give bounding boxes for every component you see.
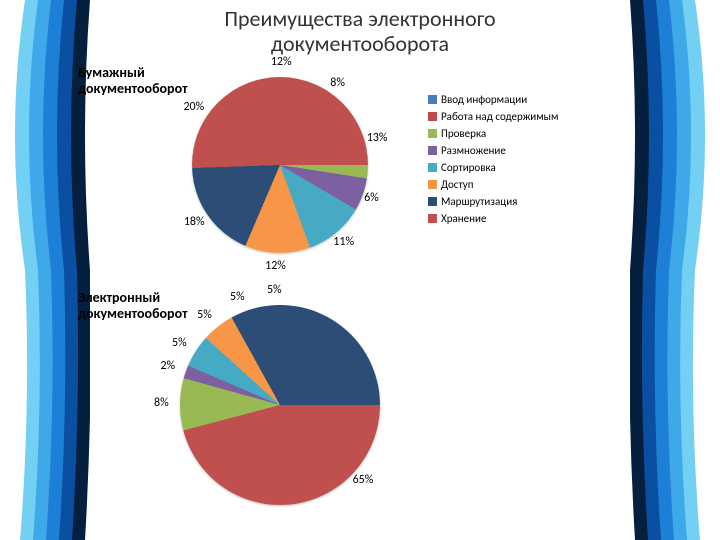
legend-swatch: [428, 112, 437, 121]
legend-item: Маршрутизация: [428, 194, 558, 210]
legend-label: Хранение: [441, 211, 486, 227]
legend-swatch: [428, 146, 437, 155]
page-title: Преимущества электронного документооборо…: [140, 6, 580, 57]
legend-item: Ввод информации: [428, 92, 558, 108]
slice-label: 5%: [172, 336, 187, 350]
chart1-label: Бумажныйдокументооборот: [78, 65, 188, 97]
slice-label: 20%: [183, 100, 204, 114]
slice-label: 12%: [271, 55, 292, 69]
legend-label: Сортировка: [441, 160, 496, 176]
slice-label: 11%: [333, 235, 354, 249]
legend-label: Работа над содержимым: [441, 109, 558, 125]
legend: Ввод информацииРабота над содержимымПров…: [428, 92, 558, 228]
slice-label: 5%: [197, 308, 212, 322]
legend-label: Размножение: [441, 143, 506, 159]
chart1-pie: [192, 77, 368, 253]
slice-label: 5%: [267, 283, 282, 297]
slice-label: 8%: [330, 76, 345, 90]
slice-label: 2%: [160, 359, 175, 373]
legend-label: Маршрутизация: [441, 194, 517, 210]
legend-item: Доступ: [428, 177, 558, 193]
legend-swatch: [428, 214, 437, 223]
chart2-label: Электронныйдокументооборот: [78, 290, 188, 322]
slice-label: 6%: [364, 191, 379, 205]
slice-label: 65%: [353, 473, 374, 487]
wave-left: [0, 0, 90, 540]
legend-item: Размножение: [428, 143, 558, 159]
legend-item: Сортировка: [428, 160, 558, 176]
legend-label: Проверка: [441, 126, 486, 142]
slice-label: 18%: [184, 215, 205, 229]
slice-label: 12%: [265, 259, 286, 273]
legend-swatch: [428, 129, 437, 138]
legend-label: Доступ: [441, 177, 473, 193]
legend-swatch: [428, 180, 437, 189]
legend-label: Ввод информации: [441, 92, 527, 108]
legend-swatch: [428, 95, 437, 104]
legend-item: Хранение: [428, 211, 558, 227]
slice-label: 13%: [367, 131, 388, 145]
wave-right: [630, 0, 720, 540]
legend-swatch: [428, 163, 437, 172]
slice-label: 5%: [230, 290, 245, 304]
legend-item: Работа над содержимым: [428, 109, 558, 125]
legend-swatch: [428, 197, 437, 206]
slice-label: 8%: [154, 396, 169, 410]
legend-item: Проверка: [428, 126, 558, 142]
chart2-pie: [180, 305, 380, 505]
